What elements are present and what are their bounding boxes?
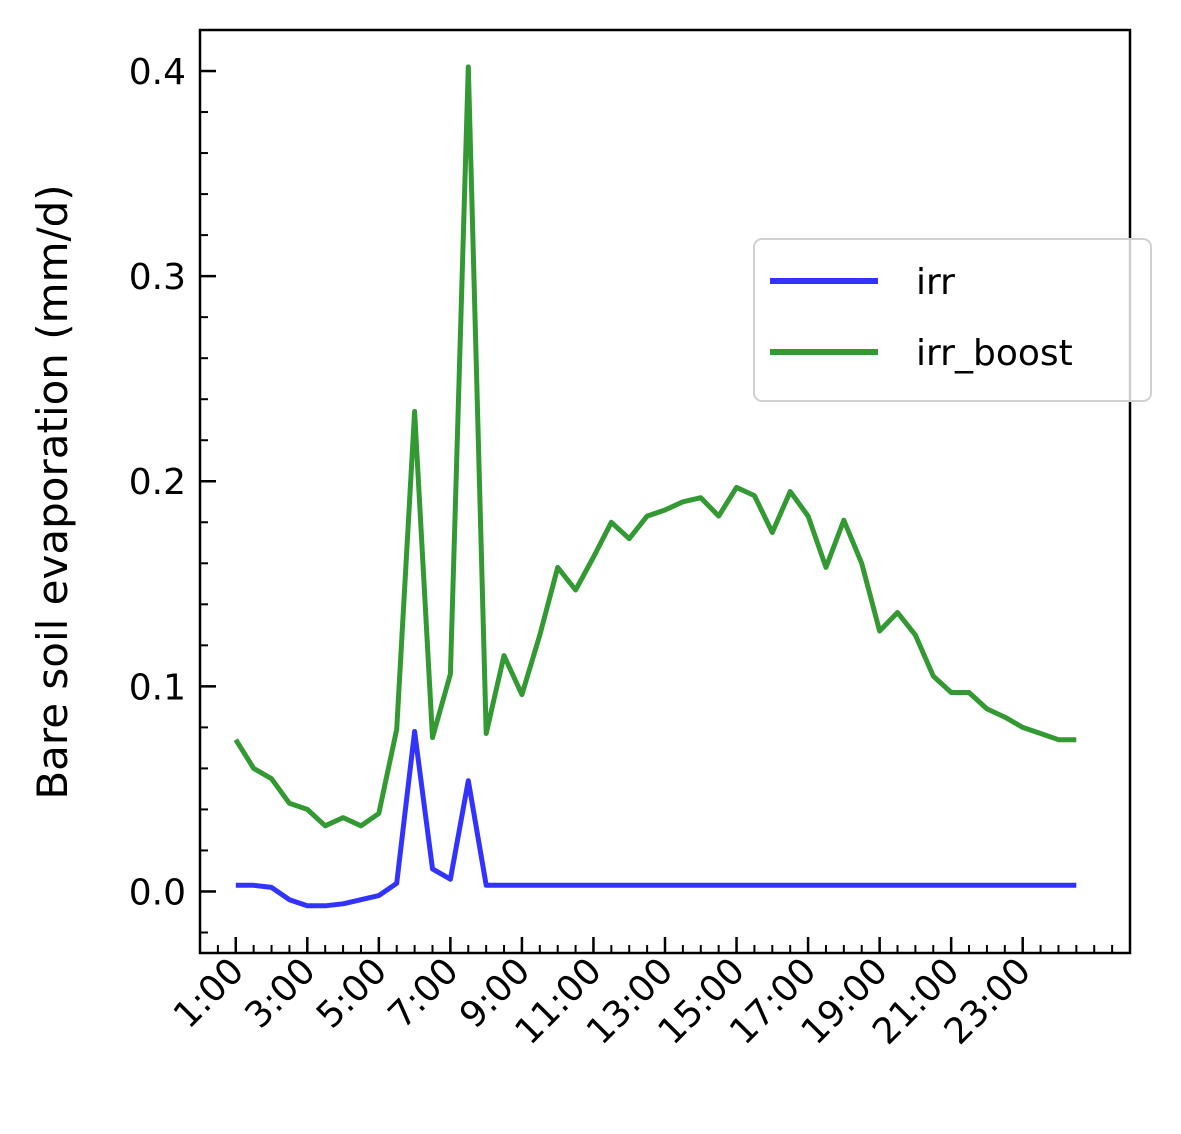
series-lines (233, 64, 1077, 909)
plot-frame (198, 28, 1132, 955)
y-tick-label: 0.2 (129, 462, 186, 503)
legend-label-irr-boost: irr_boost (916, 333, 1073, 374)
x-tick-label: 7:00 (381, 950, 467, 1036)
y-tick-label: 0.4 (129, 52, 186, 93)
y-tick-label: 0.1 (129, 667, 186, 708)
y-tick-labels: 0.0 0.1 0.2 0.3 0.4 (129, 52, 186, 913)
x-tick-label: 3:00 (238, 950, 324, 1036)
tick-marks (200, 29, 1114, 953)
y-tick-label: 0.0 (129, 872, 186, 913)
x-tick-label: 1:00 (166, 950, 252, 1036)
x-tick-labels: 1:003:005:007:009:0011:0013:0015:0017:00… (166, 950, 1039, 1052)
y-axis-label: Bare soil evaporation (mm/d) (28, 184, 77, 799)
y-tick-label: 0.3 (129, 257, 186, 298)
series-line-irr (235, 729, 1077, 909)
legend: irr irr_boost (753, 238, 1152, 402)
series-line-irr-boost (233, 64, 1077, 829)
legend-label-irr: irr (916, 262, 955, 303)
x-tick-label: 5:00 (309, 950, 395, 1036)
